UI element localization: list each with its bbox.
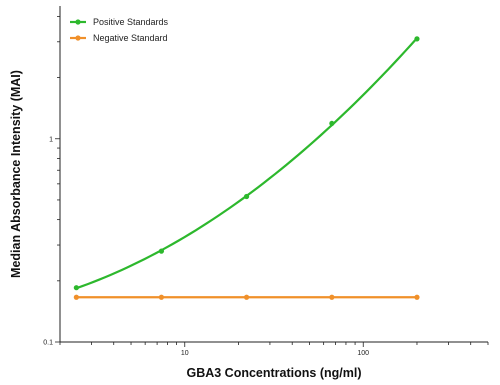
series-layer bbox=[73, 36, 420, 300]
data-point bbox=[73, 294, 79, 300]
data-point bbox=[158, 248, 165, 254]
x-axis-title: GBA3 Concentrations (ng/ml) bbox=[186, 366, 361, 380]
y-tick-label: 1 bbox=[49, 136, 53, 143]
data-point bbox=[414, 294, 420, 300]
legend: Positive Standards Negative Standard bbox=[70, 17, 169, 43]
axes: 10 100 0.1 1 bbox=[43, 6, 489, 357]
x-tick-label: 10 bbox=[181, 350, 189, 357]
data-point bbox=[243, 294, 250, 300]
series-positive-standards bbox=[73, 36, 420, 291]
series-negative-standard bbox=[73, 294, 420, 300]
legend-label: Positive Standards bbox=[93, 17, 169, 27]
data-point bbox=[73, 285, 79, 291]
legend-swatch-marker bbox=[75, 35, 81, 41]
data-point bbox=[158, 294, 165, 300]
x-tick-label: 100 bbox=[357, 350, 369, 357]
series-line bbox=[75, 37, 418, 290]
data-point bbox=[243, 193, 250, 200]
data-point bbox=[329, 294, 335, 300]
legend-label: Negative Standard bbox=[93, 33, 168, 43]
y-axis-title: Median Absorbance Intensity (MAI) bbox=[9, 70, 23, 278]
y-tick-label: 0.1 bbox=[43, 340, 53, 347]
data-point bbox=[329, 120, 335, 127]
data-point bbox=[414, 36, 420, 42]
legend-swatch-marker bbox=[75, 19, 81, 25]
